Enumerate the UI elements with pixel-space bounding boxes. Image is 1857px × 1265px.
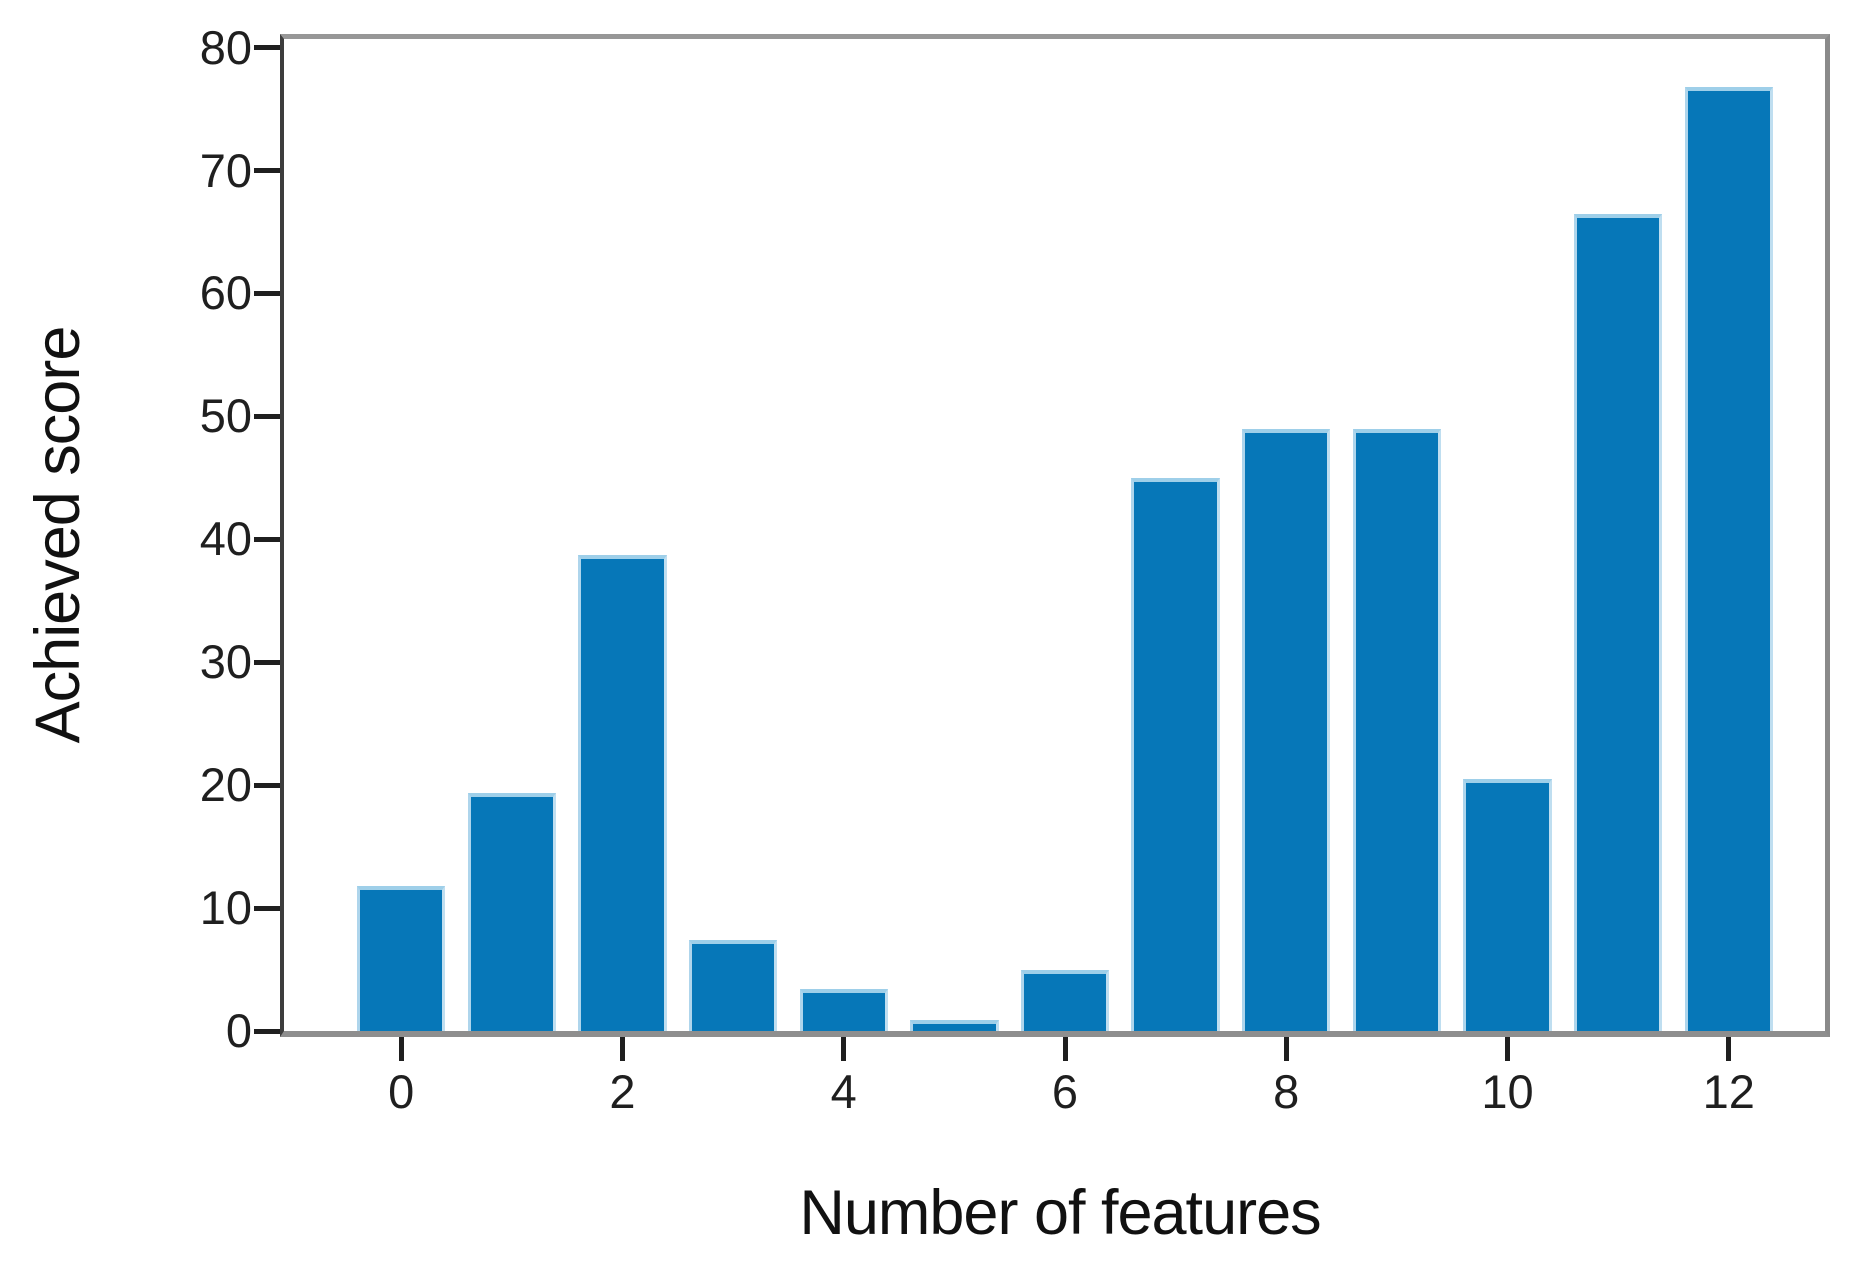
bar-x11 (1573, 213, 1663, 1031)
y-tick-label: 50 (199, 389, 252, 443)
bar-x4 (799, 989, 888, 1031)
bar-x10 (1463, 779, 1552, 1031)
x-tick-mark (1283, 1037, 1289, 1061)
bar-x9 (1352, 428, 1442, 1031)
x-tick-mark (1062, 1037, 1068, 1061)
x-tick-mark (1505, 1037, 1510, 1061)
bar-x8 (1242, 428, 1331, 1031)
x-tick-mark (841, 1037, 847, 1061)
y-tick-label: 40 (199, 512, 252, 566)
bar-x3 (688, 940, 778, 1031)
y-tick-mark (254, 782, 280, 788)
x-tick-mark (620, 1037, 625, 1061)
bar-x7 (1131, 477, 1220, 1031)
y-tick-mark (254, 536, 280, 542)
y-tick-mark (254, 659, 280, 665)
x-tick-label: 10 (1481, 1065, 1534, 1118)
x-axis-title: Number of features (799, 1178, 1321, 1248)
bar-x1 (467, 792, 557, 1031)
y-tick-label: 30 (199, 635, 252, 689)
bar-x12 (1684, 86, 1773, 1031)
x-tick-mark (1726, 1037, 1732, 1061)
x-tick-label: 0 (388, 1065, 415, 1118)
bar-x0 (357, 885, 446, 1031)
x-tick-label: 8 (1273, 1065, 1300, 1118)
y-tick-mark (254, 168, 280, 174)
y-tick-mark (254, 1028, 280, 1034)
bar-x6 (1020, 969, 1110, 1031)
y-tick-mark (254, 905, 280, 911)
x-tick-label: 12 (1702, 1065, 1755, 1118)
x-tick-label: 2 (609, 1065, 636, 1118)
x-tick-label: 6 (1051, 1065, 1079, 1118)
y-tick-label: 80 (199, 20, 252, 74)
x-tick-label: 4 (830, 1065, 857, 1118)
bar-x2 (578, 555, 667, 1031)
plot-area (280, 34, 1830, 1037)
bar-x5 (910, 1019, 999, 1031)
y-tick-label: 70 (199, 143, 252, 197)
y-tick-label: 0 (225, 1004, 252, 1057)
y-tick-label: 10 (199, 881, 252, 935)
y-tick-mark (254, 413, 280, 419)
y-tick-label: 60 (199, 266, 252, 320)
y-tick-mark (254, 290, 280, 296)
x-tick-mark (398, 1037, 404, 1061)
y-tick-mark (254, 45, 280, 51)
y-tick-label: 20 (199, 758, 252, 812)
